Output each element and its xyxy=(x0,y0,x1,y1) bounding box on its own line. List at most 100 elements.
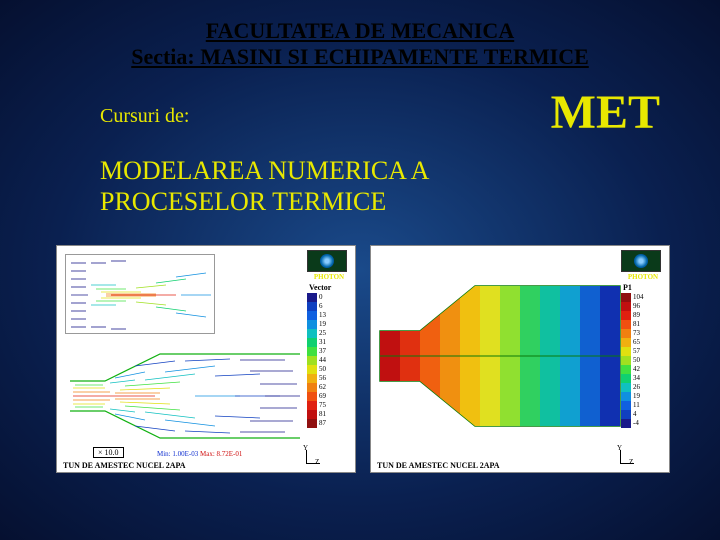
colorbar-row: 42 xyxy=(621,365,665,374)
colorbar-label: 11 xyxy=(633,402,640,410)
colorbar-label: 6 xyxy=(319,303,323,311)
faculty-name: FACULTATEA DE MECANICA xyxy=(0,18,720,44)
colorbar-row: 96 xyxy=(621,302,665,311)
colorbar-label: 69 xyxy=(319,393,326,401)
colorbar-swatch xyxy=(621,401,631,410)
colorbar-label: 19 xyxy=(633,393,640,401)
colorbar-label: 56 xyxy=(319,375,326,383)
vector-subplot-top xyxy=(65,254,215,334)
colorbar-swatch xyxy=(307,311,317,320)
colorbar-label: 34 xyxy=(633,375,640,383)
figures-row: PHOTON Vector 06131925313744505662697581… xyxy=(56,245,670,473)
colorbar-row: 13 xyxy=(307,311,351,320)
colorbar-row: 11 xyxy=(621,401,665,410)
colorbar-label: 44 xyxy=(319,357,326,365)
colorbar-row: 50 xyxy=(621,356,665,365)
colorbar-row: -4 xyxy=(621,419,665,428)
colorbar-label: 62 xyxy=(319,384,326,392)
colorbar-swatch xyxy=(307,392,317,401)
colorbar-swatch xyxy=(621,338,631,347)
colorbar-row: 87 xyxy=(307,419,351,428)
colorbar-swatch xyxy=(307,293,317,302)
colorbar-swatch xyxy=(621,392,631,401)
colorbar-row: 56 xyxy=(307,374,351,383)
colorbar-swatch xyxy=(621,302,631,311)
colorbar-swatch xyxy=(307,356,317,365)
colorbar-swatch xyxy=(621,347,631,356)
colorbar-label: 73 xyxy=(633,330,640,338)
colorbar-row: 104 xyxy=(621,293,665,302)
colorbar-label: 81 xyxy=(319,411,326,419)
colorbar-label: 13 xyxy=(319,312,326,320)
software-logo-icon xyxy=(621,250,661,272)
section-name: Sectia: MASINI SI ECHIPAMENTE TERMICE xyxy=(0,44,720,70)
colorbar-swatch xyxy=(307,401,317,410)
colorbar-row: 6 xyxy=(307,302,351,311)
colorbar-row: 26 xyxy=(621,383,665,392)
legend-right: PHOTON P1 1049689817365575042342619114-4 xyxy=(621,250,665,428)
colorbar-label: 0 xyxy=(319,294,323,302)
colorbar-row: 0 xyxy=(307,293,351,302)
colorbar-row: 81 xyxy=(307,410,351,419)
colorbar-label: 104 xyxy=(633,294,644,302)
colorbar-label: 87 xyxy=(319,420,326,428)
colorbar-swatch xyxy=(307,365,317,374)
colorbar-swatch xyxy=(621,419,631,428)
colorbar-label: 81 xyxy=(633,321,640,329)
colorbar-swatch xyxy=(621,365,631,374)
colorbar-label: 37 xyxy=(319,348,326,356)
colorbar-row: 89 xyxy=(621,311,665,320)
legend-left: PHOTON Vector 06131925313744505662697581… xyxy=(307,250,351,428)
colorbar-swatch xyxy=(621,320,631,329)
colorbar-label: 42 xyxy=(633,366,640,374)
colorbar-swatch xyxy=(307,419,317,428)
colorbar-row: 34 xyxy=(621,374,665,383)
figure-vector-field: PHOTON Vector 06131925313744505662697581… xyxy=(56,245,356,473)
colorbar-swatch xyxy=(621,383,631,392)
colorbar-row: 37 xyxy=(307,347,351,356)
figure-contour: PHOTON P1 1049689817365575042342619114-4… xyxy=(370,245,670,473)
abbreviation: MET xyxy=(551,85,660,140)
colorbar-label: 96 xyxy=(633,303,640,311)
colorbar-swatch xyxy=(621,329,631,338)
colorbar-swatch xyxy=(621,311,631,320)
colorbar-swatch xyxy=(307,302,317,311)
colorbar-row: 62 xyxy=(307,383,351,392)
software-label-left: PHOTON xyxy=(307,274,351,282)
vector-subplot-bottom xyxy=(65,346,305,446)
colorbar-swatch xyxy=(307,347,317,356)
colorbar-label: 50 xyxy=(633,357,640,365)
caption-right: TUN DE AMESTEC NUCEL 2APA xyxy=(377,461,619,470)
colorbar-swatch xyxy=(621,356,631,365)
colorbar-row: 73 xyxy=(621,329,665,338)
colorbar-swatch xyxy=(621,293,631,302)
course-title-line1: MODELAREA NUMERICA A xyxy=(100,155,429,186)
software-logo-icon xyxy=(307,250,347,272)
course-title-line2: PROCESELOR TERMICE xyxy=(100,186,429,217)
colorbar-label: 31 xyxy=(319,339,326,347)
legend-title-left: Vector xyxy=(309,284,351,293)
colorbar-label: -4 xyxy=(633,420,639,428)
colorbar-row: 57 xyxy=(621,347,665,356)
colorbar-row: 75 xyxy=(307,401,351,410)
colorbar-label: 50 xyxy=(319,366,326,374)
colorbar-swatch xyxy=(307,320,317,329)
course-title: MODELAREA NUMERICA A PROCESELOR TERMICE xyxy=(100,155,429,217)
colorbar-swatch xyxy=(621,374,631,383)
software-label-right: PHOTON xyxy=(621,274,665,282)
colorbar-swatch xyxy=(621,410,631,419)
colorbar-label: 75 xyxy=(319,402,326,410)
colorbar-label: 4 xyxy=(633,411,637,419)
colorbar-label: 89 xyxy=(633,312,640,320)
colorbar-swatch xyxy=(307,374,317,383)
minmax-left: Min: 1.00E-03 Max: 8.72E-01 xyxy=(157,450,242,458)
colorbar-label: 26 xyxy=(633,384,640,392)
colorbar-row: 4 xyxy=(621,410,665,419)
legend-title-right: P1 xyxy=(623,284,665,293)
xscale-box: × 10.0 xyxy=(93,447,124,458)
colorbar-label: 25 xyxy=(319,330,326,338)
courses-label: Cursuri de: xyxy=(100,105,189,128)
colorbar-row: 19 xyxy=(307,320,351,329)
caption-left: TUN DE AMESTEC NUCEL 2APA xyxy=(63,461,305,470)
colorbar-row: 25 xyxy=(307,329,351,338)
